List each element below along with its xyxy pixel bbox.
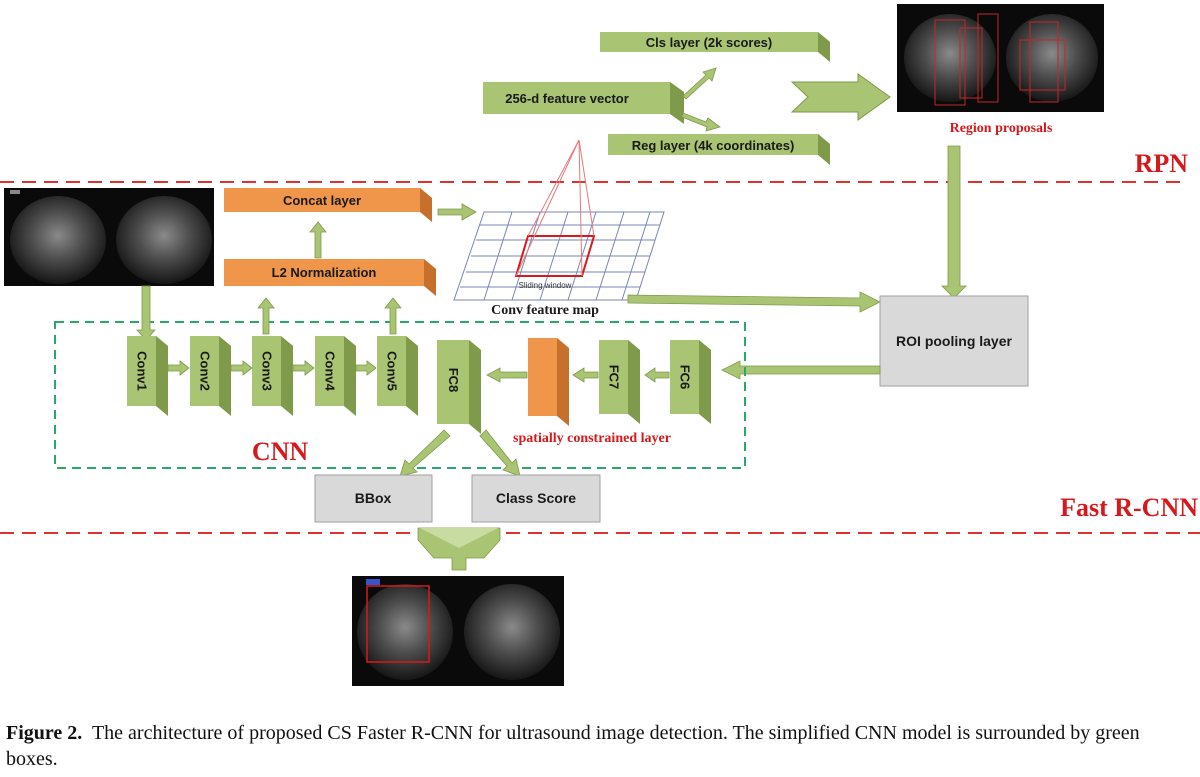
fc7-label: FC7 xyxy=(607,365,622,390)
bbox-label: BBox xyxy=(355,490,392,506)
caption-figure-label: Figure 2. xyxy=(6,722,83,744)
sliding-window-label: Sliding window xyxy=(519,281,572,290)
l2-normalization-block: L2 Normalization xyxy=(224,259,436,296)
feature-vector-block: 256-d feature vector xyxy=(483,82,684,124)
rpn-arrows xyxy=(681,67,721,132)
conv2-label: Conv2 xyxy=(198,351,213,391)
input-to-conv1-arrow xyxy=(136,285,156,341)
concat-to-featuremap-arrow xyxy=(437,203,477,221)
fc6-label: FC6 xyxy=(678,365,693,390)
concat-layer-block: Concat layer xyxy=(224,188,432,222)
caption-text: The architecture of proposed CS Faster R… xyxy=(6,722,1140,770)
to-output-arrow-top xyxy=(420,528,498,548)
conv5-to-l2-arrow xyxy=(384,297,402,335)
l2-to-concat-arrow xyxy=(309,221,327,259)
conv1-label: Conv1 xyxy=(135,351,150,391)
output-detection-image xyxy=(352,576,564,686)
spatially-constrained-block xyxy=(528,338,569,426)
conv4-label: Conv4 xyxy=(323,351,338,392)
sliding-window xyxy=(514,139,596,277)
feature-vector-label: 256-d feature vector xyxy=(505,91,629,106)
cls-layer-block: Cls layer (2k scores) xyxy=(600,32,830,62)
conv1-block: Conv1 xyxy=(127,336,168,416)
bbox-box xyxy=(314,474,433,523)
fast-rcnn-label: Fast R-CNN xyxy=(1060,493,1198,522)
conv5-label: Conv5 xyxy=(385,351,400,391)
fc8-block: FC8 xyxy=(437,340,481,434)
conv4-block: Conv4 xyxy=(315,336,356,416)
fc7-block: FC7 xyxy=(599,340,640,424)
fc6-block: FC6 xyxy=(670,340,711,424)
cnn-dashed-box xyxy=(54,321,746,469)
spatially-constrained-label: spatially constrained layer xyxy=(513,431,671,446)
roi-to-fc6-arrow xyxy=(721,360,881,380)
reg-layer-block: Reg layer (4k coordinates) xyxy=(608,134,830,165)
class-score-box xyxy=(471,474,601,523)
rpn-label: RPN xyxy=(1135,149,1189,178)
architecture-diagram: Cls layer (2k scores) 256-d feature vect… xyxy=(0,4,1200,686)
conv3-block: Conv3 xyxy=(252,336,293,416)
region-proposals-image xyxy=(897,4,1104,112)
cls-layer-label: Cls layer (2k scores) xyxy=(646,35,772,50)
conv-chain-arrows xyxy=(167,360,377,376)
conv-feature-map-label: Conv feature map xyxy=(491,303,599,318)
fc8-output-arrows xyxy=(399,429,521,477)
concat-layer-label: Concat layer xyxy=(283,193,361,208)
input-ultrasound-image xyxy=(4,188,214,286)
conv3-to-l2-arrow xyxy=(257,297,275,335)
cnn-label: CNN xyxy=(252,437,309,466)
conv2-block: Conv2 xyxy=(190,336,231,416)
roi-pooling-label: ROI pooling layer xyxy=(896,333,1012,349)
figure-caption: Figure 2. The architecture of proposed C… xyxy=(6,720,1196,772)
region-proposals-label: Region proposals xyxy=(950,121,1053,136)
proposals-to-roi-arrow xyxy=(941,145,967,299)
reg-layer-label: Reg layer (4k coordinates) xyxy=(632,138,795,153)
featuremap-to-roi-arrow xyxy=(627,291,881,313)
class-score-label: Class Score xyxy=(496,490,576,506)
to-region-proposals-arrow xyxy=(790,73,891,121)
conv3-label: Conv3 xyxy=(260,351,275,391)
roi-pooling-box xyxy=(879,295,1029,387)
conv5-block: Conv5 xyxy=(377,336,418,416)
fc-chain-arrows xyxy=(486,367,670,383)
l2-normalization-label: L2 Normalization xyxy=(272,265,377,280)
to-output-arrow xyxy=(417,527,501,571)
fc8-label: FC8 xyxy=(446,368,461,393)
